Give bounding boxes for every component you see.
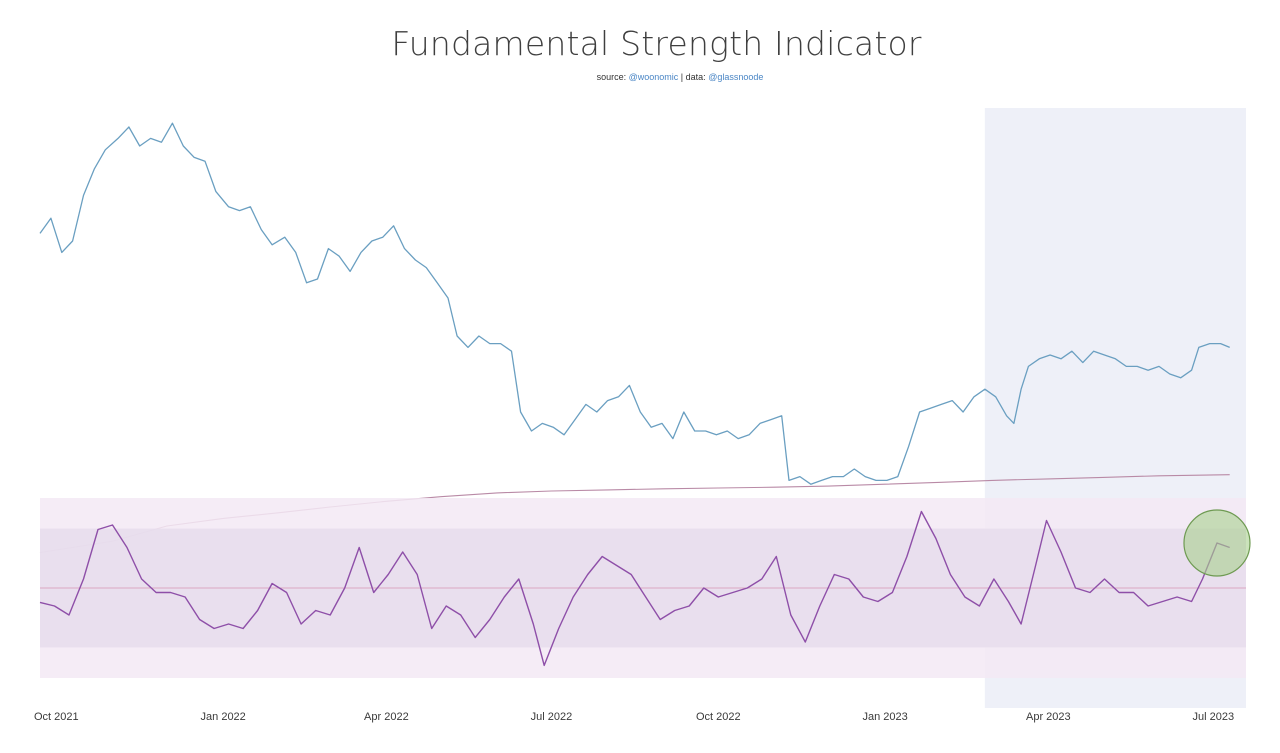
data-label: data: — [685, 72, 706, 82]
chart-title: Fundamental Strength Indicator — [391, 24, 922, 63]
x-tick-label: Apr 2022 — [364, 711, 409, 723]
x-tick-label: Jan 2023 — [862, 711, 907, 723]
x-tick-label: Oct 2021 — [34, 711, 79, 723]
lower-panel — [39, 498, 1251, 678]
subtitle-separator: | — [680, 72, 684, 82]
x-tick-label: Jul 2022 — [531, 711, 573, 723]
highlight-marker-circle — [1183, 509, 1251, 577]
data-handle: @glassnoode — [708, 72, 764, 82]
x-tick-label: Jul 2023 — [1193, 711, 1235, 723]
source-handle: @woonomic — [628, 72, 679, 82]
x-tick-label: Oct 2022 — [696, 711, 741, 723]
x-tick-label: Apr 2023 — [1026, 711, 1071, 723]
x-axis: Oct 2021 Jan 2022 Apr 2022 Jul 2022 Oct 2022… — [34, 711, 1234, 723]
chart-subtitle: source: @woonomic | data: @glassnoode — [0, 72, 1280, 82]
x-tick-label: Jan 2022 — [201, 711, 246, 723]
source-label: source: — [596, 72, 627, 82]
indicator-line — [39, 510, 1230, 667]
price-line — [39, 122, 1230, 485]
